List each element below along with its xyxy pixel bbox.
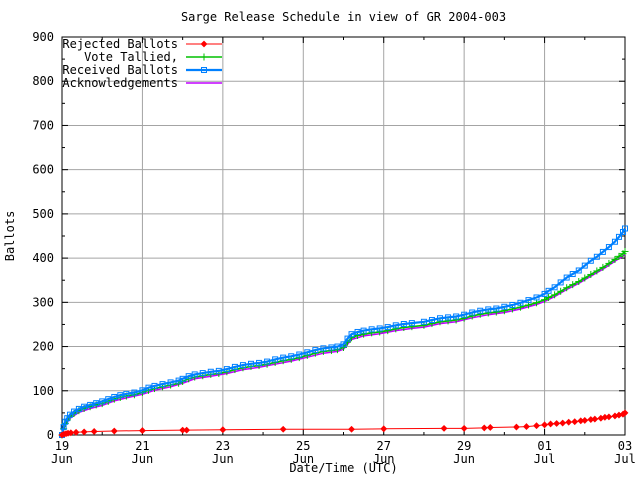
series-acknowledgements (61, 253, 626, 436)
x-tick-label-month: Jul (614, 452, 636, 466)
y-tick-label: 200 (32, 340, 54, 354)
x-tick-label-day: 29 (457, 439, 471, 453)
y-tick-label: 300 (32, 295, 54, 309)
y-tick-label: 600 (32, 163, 54, 177)
x-tick-label-day: 19 (55, 439, 69, 453)
legend-item-vote-tallied: Vote Tallied, (84, 50, 222, 64)
y-tick-label: 900 (32, 30, 54, 44)
tick-labels: 010020030040050060070080090019Jun21Jun23… (32, 30, 636, 466)
x-tick-label-month: Jun (453, 452, 475, 466)
chart-title: Sarge Release Schedule in view of GR 200… (181, 10, 506, 24)
x-tick-label-month: Jun (51, 452, 73, 466)
y-tick-label: 100 (32, 384, 54, 398)
legend-label: Received Ballots (62, 63, 178, 77)
y-tick-label: 700 (32, 118, 54, 132)
x-tick-label-month: Jun (373, 452, 395, 466)
y-tick-label: 500 (32, 207, 54, 221)
legend-label: Acknowledgements (62, 76, 178, 90)
y-tick-label: 0 (47, 428, 54, 442)
axes (61, 36, 626, 436)
x-tick-label-month: Jun (212, 452, 234, 466)
y-tick-label: 400 (32, 251, 54, 265)
y-tick-label: 800 (32, 74, 54, 88)
x-tick-label-day: 01 (537, 439, 551, 453)
x-tick-label-month: Jun (132, 452, 154, 466)
x-tick-label-month: Jun (292, 452, 314, 466)
x-tick-label-month: Jul (534, 452, 556, 466)
x-tick-label-day: 27 (376, 439, 390, 453)
legend-item-received-ballots: Received Ballots (62, 63, 222, 77)
legend-item-rejected-ballots: Rejected Ballots (62, 37, 222, 51)
x-tick-label-day: 25 (296, 439, 310, 453)
x-tick-label-day: 03 (618, 439, 632, 453)
x-tick-label-day: 23 (216, 439, 230, 453)
x-tick-label-day: 21 (135, 439, 149, 453)
legend-label: Vote Tallied, (84, 50, 178, 64)
x-axis-label: Date/Time (UTC) (289, 461, 397, 475)
legend-item-acknowledgements: Acknowledgements (62, 76, 222, 90)
legend-label: Rejected Ballots (62, 37, 178, 51)
y-axis-label: Ballots (3, 211, 17, 262)
series-rejected-ballots (58, 409, 629, 439)
series-received-ballots (59, 225, 628, 438)
